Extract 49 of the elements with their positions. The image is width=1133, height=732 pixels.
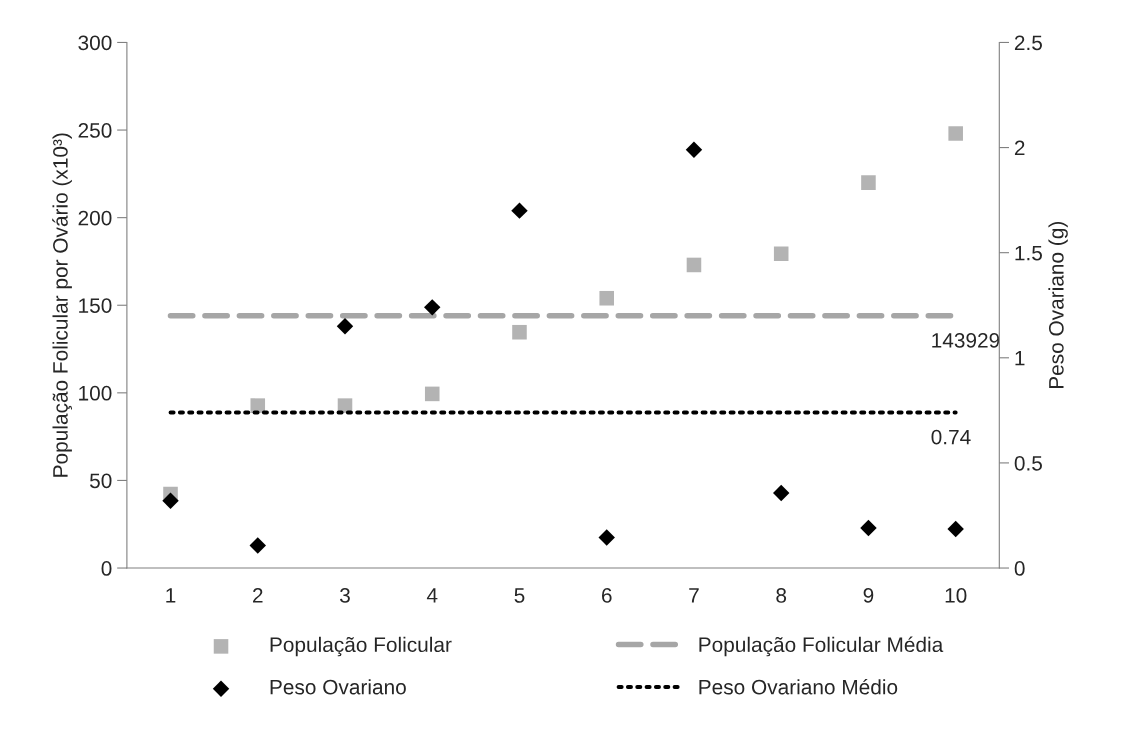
point (686, 257, 702, 273)
point (336, 318, 354, 335)
x-tick-label: 8 (776, 588, 787, 603)
x-tick-label: 4 (426, 588, 438, 603)
point (947, 520, 964, 538)
point (599, 290, 614, 306)
x-tick-label: 9 (863, 588, 874, 603)
x-tick-label: 1 (166, 588, 176, 603)
point (512, 324, 527, 340)
y2-tick-label: 2.5 (1014, 35, 1042, 51)
point (861, 175, 876, 190)
y-tick-label: 50 (89, 473, 112, 489)
legend-label: Peso Ovariano (270, 679, 406, 695)
point (598, 529, 615, 546)
annotation: 0.74 (931, 429, 971, 445)
point (424, 299, 441, 316)
point (249, 537, 266, 554)
x-tick-label: 2 (253, 588, 263, 603)
point (162, 492, 179, 509)
point (511, 202, 528, 219)
legend-label: Peso Ovariano Médio (699, 678, 898, 695)
y2-tick-label: 2 (1014, 140, 1025, 156)
y2-axis-title: Peso Ovariano (g) (1048, 222, 1068, 389)
x-tick-label: 5 (514, 588, 525, 603)
legend-label: População Folicular (270, 636, 452, 657)
point (685, 141, 703, 158)
y-tick-label: 200 (78, 210, 112, 226)
y2-tick-label: 1.5 (1015, 245, 1042, 261)
x-tick-label: 10 (945, 588, 967, 603)
point (773, 246, 789, 262)
point (424, 386, 440, 402)
y2-tick-label: 0 (1014, 561, 1025, 576)
legend-label: População Folicular Média (699, 636, 944, 657)
y2-tick-label: 1 (1015, 351, 1025, 366)
point (772, 484, 790, 502)
annotation: 143929 (932, 332, 1000, 348)
y-tick-label: 300 (78, 35, 112, 51)
y-tick-label: 250 (78, 123, 112, 138)
y2-tick-label: 0.5 (1014, 455, 1042, 471)
y-tick-label: 100 (79, 385, 112, 401)
point (948, 126, 963, 141)
point (860, 519, 877, 537)
y-axis-title: População Folicular por Ovário (x10³) (52, 133, 72, 477)
x-tick-label: 6 (601, 588, 612, 603)
x-tick-label: 7 (689, 588, 699, 603)
y-tick-label: 150 (79, 298, 112, 313)
x-tick-label: 3 (340, 588, 350, 603)
y-tick-label: 0 (101, 561, 112, 576)
point (250, 398, 266, 413)
